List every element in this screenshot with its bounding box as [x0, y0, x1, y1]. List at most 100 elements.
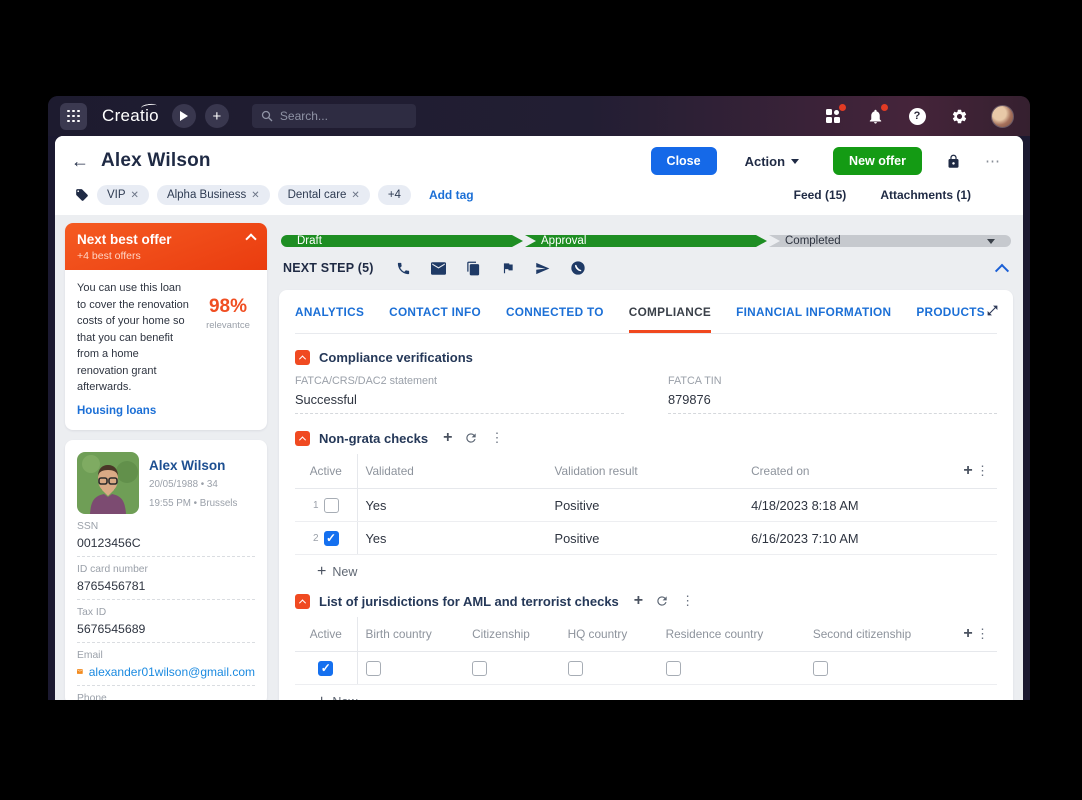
- attachments-link[interactable]: Attachments (1): [880, 188, 971, 202]
- column-header[interactable]: Second citizenship: [804, 617, 953, 653]
- cell-created-on[interactable]: 6/16/2023 7:10 AM: [743, 521, 953, 556]
- housing-loans-link[interactable]: Housing loans: [77, 404, 157, 417]
- collapse-chevron-icon[interactable]: [994, 263, 1010, 278]
- stage-draft[interactable]: Draft: [281, 235, 523, 247]
- email-link[interactable]: alexander01wilson@gmail.com: [77, 665, 255, 679]
- field-label: Tax ID: [77, 606, 107, 618]
- workplace-switcher-button[interactable]: [823, 104, 846, 126]
- hq-country-checkbox[interactable]: [567, 661, 583, 677]
- tag-remove-icon[interactable]: ✕: [251, 189, 260, 201]
- app-menu-button[interactable]: [60, 102, 87, 130]
- offer-card-header[interactable]: Next best offer +4 best offers: [65, 223, 267, 270]
- notification-dot: [881, 104, 888, 111]
- tag-pill[interactable]: Alpha Business ✕: [156, 185, 270, 205]
- add-column-button[interactable]: +: [963, 462, 973, 479]
- user-avatar[interactable]: [991, 104, 1014, 128]
- send-button[interactable]: [535, 261, 550, 276]
- second-citizenship-checkbox[interactable]: [812, 661, 828, 677]
- active-checkbox[interactable]: [323, 531, 339, 547]
- back-button[interactable]: ←: [71, 151, 89, 171]
- cell-validated[interactable]: Yes: [357, 488, 547, 523]
- stage-completed[interactable]: Completed: [769, 235, 1011, 247]
- flag-button[interactable]: [501, 261, 515, 275]
- tag-remove-icon[interactable]: ✕: [351, 189, 360, 201]
- tab-analytics[interactable]: ANALYTICS: [295, 305, 365, 319]
- cell-validated[interactable]: Yes: [357, 521, 547, 556]
- offer-title: Next best offer: [77, 232, 172, 247]
- field-value[interactable]: Successful: [295, 392, 357, 407]
- add-new-row-button[interactable]: +New: [317, 563, 358, 581]
- stage-approval[interactable]: Approval: [525, 235, 767, 247]
- add-tag-link[interactable]: Add tag: [428, 188, 474, 202]
- new-offer-button[interactable]: New offer: [833, 147, 922, 175]
- tab-financial-information[interactable]: FINANCIAL INFORMATION: [736, 305, 892, 319]
- column-header[interactable]: Validated: [357, 454, 547, 489]
- birth-country-checkbox[interactable]: [365, 661, 381, 677]
- cell-created-on[interactable]: 4/18/2023 8:18 AM: [743, 488, 953, 523]
- copy-button[interactable]: [466, 261, 481, 276]
- add-record-button[interactable]: +: [633, 592, 644, 610]
- tag-remove-icon[interactable]: ✕: [130, 189, 139, 201]
- call-button[interactable]: [396, 261, 411, 276]
- tag-pill[interactable]: VIP ✕: [97, 185, 149, 205]
- expand-button[interactable]: [986, 304, 999, 322]
- lock-button[interactable]: [946, 154, 961, 169]
- table-row[interactable]: [295, 651, 997, 686]
- active-checkbox[interactable]: [318, 661, 334, 677]
- add-new-row-button[interactable]: +New: [317, 694, 997, 700]
- tags-more-pill[interactable]: +4: [377, 185, 411, 205]
- kebab-menu-button[interactable]: ⋮: [976, 463, 989, 478]
- more-actions-button[interactable]: ⋯: [985, 153, 1001, 170]
- close-button[interactable]: Close: [650, 147, 717, 175]
- field-label: ID card number: [77, 563, 148, 575]
- email-button[interactable]: [430, 261, 446, 275]
- column-header[interactable]: Validation result: [546, 454, 744, 489]
- kebab-menu-button[interactable]: ⋮: [490, 430, 504, 445]
- active-checkbox[interactable]: [323, 498, 339, 514]
- column-header[interactable]: Birth country: [357, 617, 465, 653]
- residence-country-checkbox[interactable]: [665, 661, 681, 677]
- refresh-button[interactable]: [464, 431, 478, 445]
- collapse-section-button[interactable]: [295, 593, 310, 609]
- chevron-down-icon: [987, 238, 995, 244]
- run-process-button[interactable]: [171, 104, 196, 128]
- tab-connected-to[interactable]: CONNECTED TO: [505, 305, 604, 319]
- column-header[interactable]: HQ country: [559, 617, 658, 653]
- feed-link[interactable]: Feed (15): [793, 188, 847, 202]
- column-header[interactable]: Active: [295, 454, 358, 489]
- field-label: FATCA TIN: [668, 375, 722, 387]
- column-header[interactable]: Created on: [743, 454, 953, 489]
- column-header[interactable]: Residence country: [657, 617, 805, 653]
- tag-pill[interactable]: Dental care ✕: [277, 185, 370, 205]
- table-row[interactable]: 2 Yes Positive 6/16/2023 7:10 AM: [295, 521, 997, 556]
- column-header[interactable]: Citizenship: [464, 617, 560, 653]
- field-label: SSN: [77, 520, 99, 532]
- settings-button[interactable]: [949, 106, 969, 126]
- table-row[interactable]: 1 Yes Positive 4/18/2023 8:18 AM: [295, 488, 997, 523]
- whatsapp-button[interactable]: [570, 260, 586, 276]
- tab-compliance[interactable]: COMPLIANCE: [628, 305, 712, 333]
- cell-validation-result[interactable]: Positive: [546, 521, 744, 556]
- tab-contact-info[interactable]: CONTACT INFO: [389, 305, 481, 319]
- kebab-menu-button[interactable]: ⋮: [681, 593, 695, 609]
- citizenship-checkbox[interactable]: [472, 661, 488, 677]
- kebab-menu-button[interactable]: ⋮: [976, 626, 989, 642]
- tab-products[interactable]: PRODUCTS: [916, 305, 985, 319]
- column-header[interactable]: Active: [295, 617, 358, 653]
- question-icon: ?: [908, 107, 926, 125]
- field-value[interactable]: 879876: [668, 392, 711, 407]
- quick-add-button[interactable]: +: [204, 104, 229, 128]
- app-window: Creatio + Search... ?: [48, 96, 1030, 700]
- add-column-button[interactable]: +: [963, 625, 973, 643]
- collapse-section-button[interactable]: [295, 350, 310, 365]
- action-dropdown[interactable]: Action: [745, 154, 800, 169]
- help-button[interactable]: ?: [907, 106, 927, 126]
- jurisdictions-table: Active Birth country Citizenship HQ coun…: [295, 617, 997, 686]
- collapse-section-button[interactable]: [295, 430, 310, 446]
- contact-birthdate: 20/05/1988 • 34: [149, 478, 218, 490]
- global-search-input[interactable]: Search...: [251, 104, 416, 128]
- cell-validation-result[interactable]: Positive: [546, 488, 744, 523]
- notifications-button[interactable]: [865, 104, 888, 126]
- add-record-button[interactable]: +: [443, 429, 453, 446]
- refresh-button[interactable]: [655, 594, 669, 608]
